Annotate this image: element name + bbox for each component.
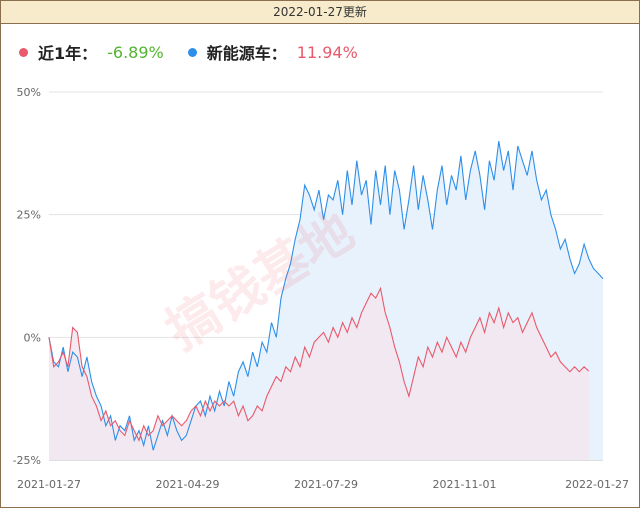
y-tick-label: 50% [17,86,41,99]
x-axis-ticks: 2021-01-27 2021-04-29 2021-07-29 2021-11-01… [17,478,629,491]
x-tick-label: 2021-07-29 [294,478,358,491]
x-tick-label: 2022-01-27 [565,478,629,491]
legend-dot-red-icon [19,47,28,57]
x-tick-label: 2021-01-27 [17,478,81,491]
legend-label-nev: 新能源车： [206,44,287,63]
legend-dot-blue-icon [187,47,197,57]
x-tick-label: 2021-04-29 [156,478,220,491]
series-lines [48,141,604,451]
series-line-1 [48,286,590,442]
update-date: 2022-01-27更新 [273,5,367,19]
legend: 近1年： -6.89% 新能源车： 11.94% [19,41,382,63]
legend-label-1y: 近1年： [38,44,98,63]
legend-value-nev: 11.94% [296,42,358,62]
series-line-0 [48,141,604,451]
legend-value-1y: -6.89% [107,42,164,62]
series-areas [49,141,603,460]
update-banner: 2022-01-27更新 [1,1,639,24]
x-tick-label: 2021-11-01 [433,478,497,491]
legend-item-nev[interactable]: 新能源车： 11.94% [187,40,358,64]
legend-item-1y[interactable]: 近1年： -6.89% [19,40,164,64]
y-axis-ticks: 50% 25% 0% -25% [13,86,41,467]
y-tick-label: 25% [17,209,41,222]
y-tick-label: -25% [13,454,41,467]
y-tick-label: 0% [24,331,41,344]
series-area-1 [49,288,589,460]
